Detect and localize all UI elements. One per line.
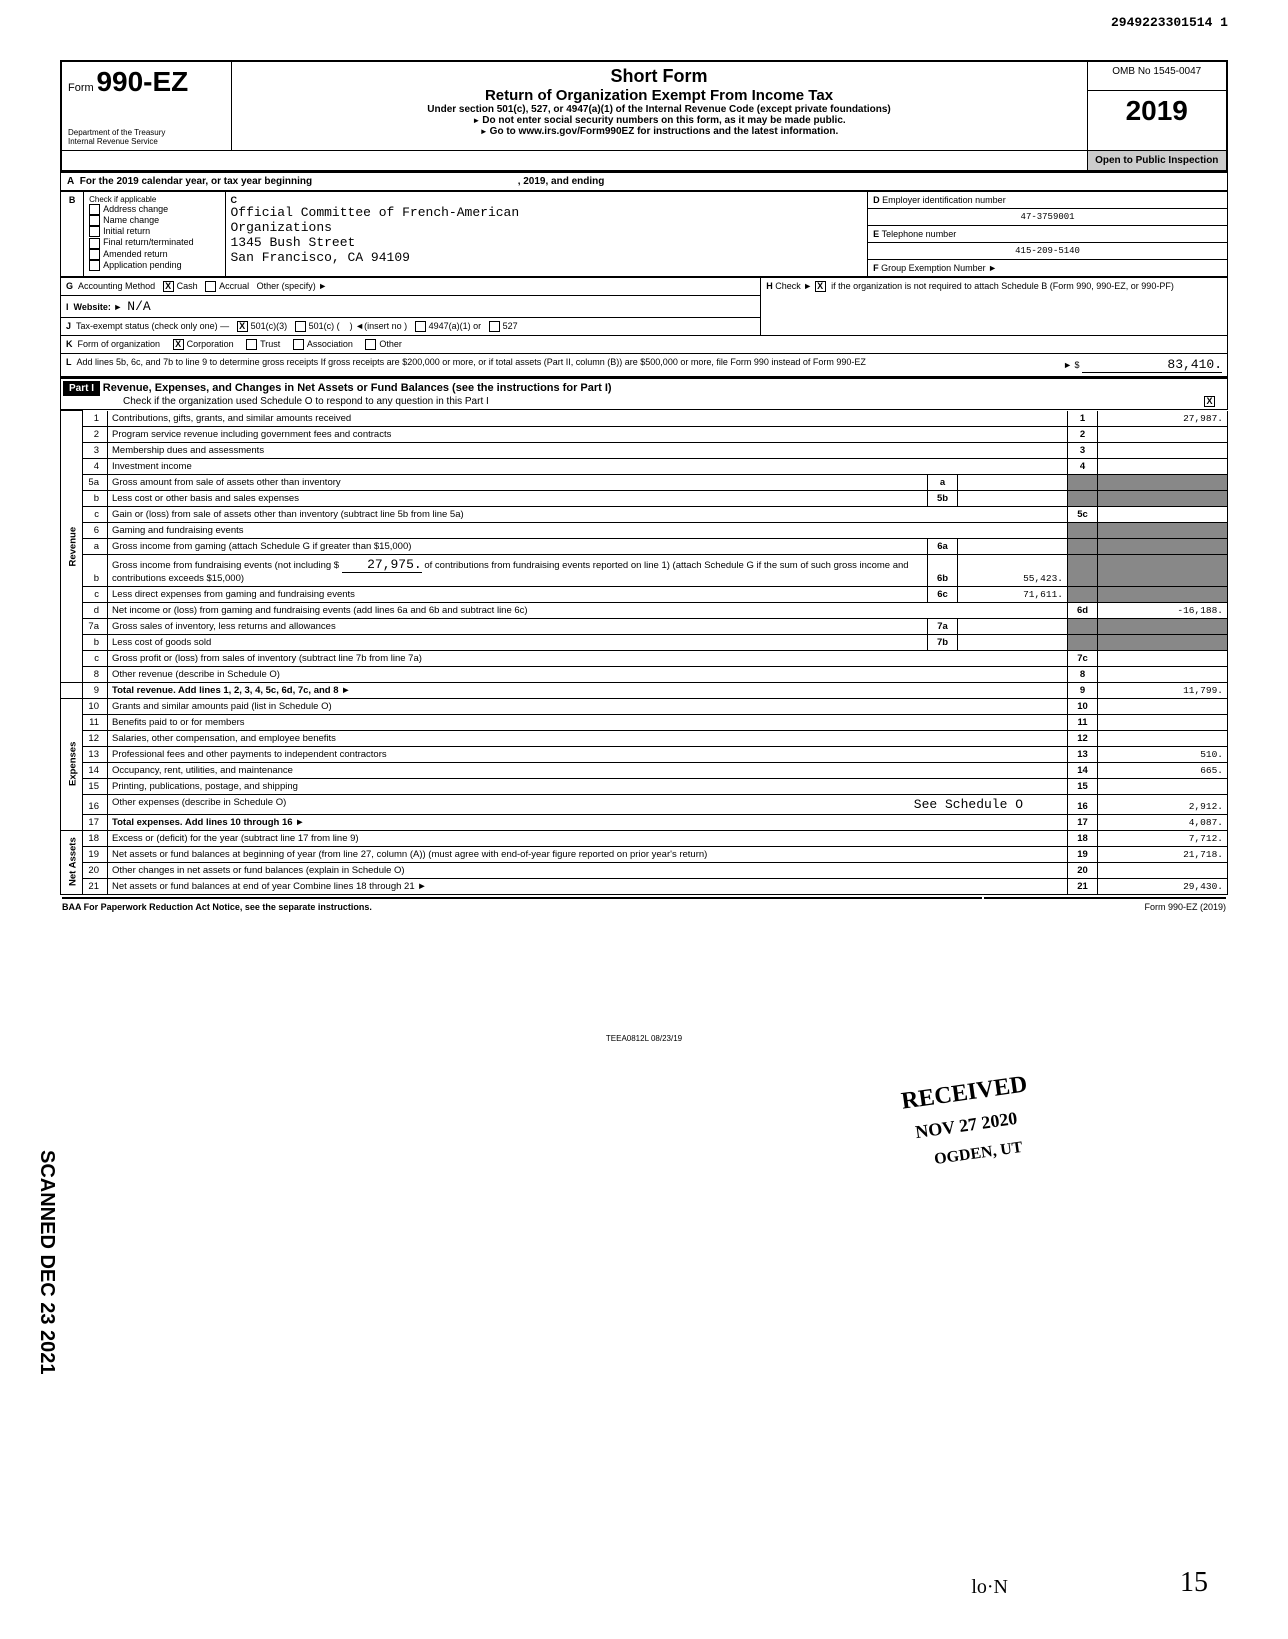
- line-1-value: 27,987.: [1098, 411, 1228, 427]
- application-pending-checkbox[interactable]: [89, 260, 100, 271]
- line-17-value: 4,087.: [1098, 814, 1228, 830]
- part-1-check-text: Check if the organization used Schedule …: [123, 396, 489, 407]
- expenses-side-label: Expenses: [61, 698, 83, 830]
- name-change-checkbox[interactable]: [89, 215, 100, 226]
- form-subtitle: Under section 501(c), 527, or 4947(a)(1)…: [238, 104, 1081, 115]
- line-14-value: 665.: [1098, 762, 1228, 778]
- org-city: San Francisco, CA 94109: [231, 250, 410, 265]
- line-13-value: 510.: [1098, 746, 1228, 762]
- line-21-value: 29,430.: [1098, 878, 1228, 894]
- line-9-value: 11,799.: [1098, 682, 1228, 698]
- goto-url: Go to www.irs.gov/Form990EZ for instruct…: [238, 126, 1081, 137]
- netassets-side-label: Net Assets: [61, 830, 83, 894]
- website-value: N/A: [127, 299, 150, 314]
- omb-number: OMB No 1545-0047: [1087, 61, 1227, 91]
- line-6b-value: 55,423.: [958, 554, 1068, 586]
- scanned-stamp: SCANNED DEC 23 2021: [35, 1150, 58, 1375]
- schedule-o-checkbox[interactable]: [1204, 396, 1215, 407]
- group-exemption-label: Group Exemption Number: [881, 263, 986, 273]
- schedule-b-checkbox[interactable]: [815, 281, 826, 292]
- other-org-checkbox[interactable]: [365, 339, 376, 350]
- teea-code: TEEA0812L 08/23/19: [60, 1034, 1228, 1043]
- cash-checkbox[interactable]: [163, 281, 174, 292]
- part1-line-table: Revenue 1 Contributions, gifts, grants, …: [60, 410, 1228, 895]
- part-1-label: Part I: [63, 381, 100, 396]
- see-schedule-o: See Schedule O: [914, 797, 1023, 812]
- form-number: 990-EZ: [96, 66, 188, 97]
- line-6b-contrib: 27,975.: [342, 557, 422, 573]
- 501c3-checkbox[interactable]: [237, 321, 248, 332]
- ein-value: 47-3759001: [868, 209, 1228, 226]
- org-address: 1345 Bush Street: [231, 235, 356, 250]
- open-public-label: Open to Public Inspection: [1087, 151, 1227, 172]
- trust-checkbox[interactable]: [246, 339, 257, 350]
- lines-g-k: G Accounting Method Cash Accrual Other (…: [60, 277, 1228, 377]
- ein-label: Employer identification number: [882, 195, 1006, 205]
- form-title: Return of Organization Exempt From Incom…: [238, 87, 1081, 104]
- 4947-checkbox[interactable]: [415, 321, 426, 332]
- 501c-checkbox[interactable]: [295, 321, 306, 332]
- corporation-checkbox[interactable]: [173, 339, 184, 350]
- tax-year: 2019: [1087, 91, 1227, 151]
- phone-label: Telephone number: [882, 229, 957, 239]
- gross-receipts-value: 83,410.: [1082, 357, 1222, 373]
- dept-treasury: Department of the Treasury: [68, 128, 225, 137]
- line-18-value: 7,712.: [1098, 830, 1228, 846]
- ogden-stamp: OGDEN, UT: [933, 1139, 1024, 1169]
- form-prefix: Form: [68, 82, 94, 94]
- footer: BAA For Paperwork Reduction Act Notice, …: [60, 895, 1228, 914]
- part-1-title: Revenue, Expenses, and Changes in Net As…: [103, 382, 612, 394]
- form-footer: Form 990-EZ (2019): [984, 897, 1226, 912]
- dept-irs: Internal Revenue Service: [68, 137, 225, 146]
- line-6c-value: 71,611.: [958, 586, 1068, 602]
- line-16-value: 2,912.: [1098, 794, 1228, 814]
- association-checkbox[interactable]: [293, 339, 304, 350]
- amended-return-checkbox[interactable]: [89, 249, 100, 260]
- 527-checkbox[interactable]: [489, 321, 500, 332]
- handwritten-1: lo·N: [971, 1576, 1008, 1599]
- box-c-letter: C: [231, 195, 238, 205]
- address-change-checkbox[interactable]: [89, 204, 100, 215]
- org-name-2: Organizations: [231, 220, 332, 235]
- phone-value: 415-209-5140: [868, 243, 1228, 260]
- line-a: A For the 2019 calendar year, or tax yea…: [60, 172, 1228, 191]
- revenue-side-label: Revenue: [61, 411, 83, 683]
- line-6d-value: -16,188.: [1098, 602, 1228, 618]
- ssn-warning: Do not enter social security numbers on …: [238, 115, 1081, 126]
- short-form-label: Short Form: [238, 66, 1081, 87]
- org-name-1: Official Committee of French-American: [231, 205, 520, 220]
- baa-notice: BAA For Paperwork Reduction Act Notice, …: [62, 897, 982, 912]
- received-date-stamp: NOV 27 2020: [914, 1108, 1019, 1143]
- line-19-value: 21,718.: [1098, 846, 1228, 862]
- form-header: Form 990-EZ Department of the Treasury I…: [60, 60, 1228, 172]
- initial-return-checkbox[interactable]: [89, 226, 100, 237]
- final-return-checkbox[interactable]: [89, 238, 100, 249]
- check-applicable-label: Check if applicable: [89, 195, 219, 204]
- accrual-checkbox[interactable]: [205, 281, 216, 292]
- dln: 2949223301514 1: [1111, 15, 1228, 30]
- entity-info-table: B Check if applicable Address change Nam…: [60, 191, 1228, 277]
- handwritten-2: 15: [1180, 1567, 1208, 1599]
